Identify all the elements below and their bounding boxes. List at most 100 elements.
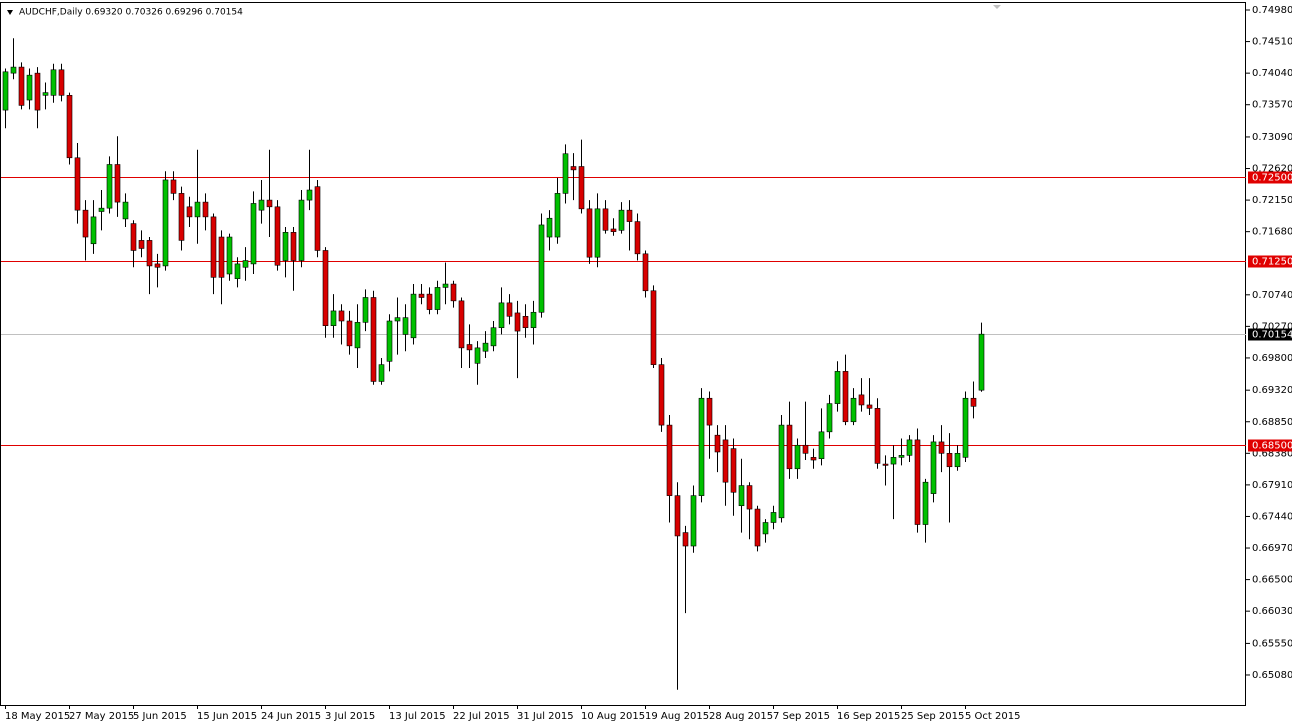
candle-body — [162, 179, 169, 267]
candle-body — [170, 179, 177, 194]
candle-body — [98, 207, 105, 212]
x-tick-label: 10 Aug 2015 — [581, 711, 645, 722]
candle-body — [778, 424, 785, 519]
candle-body — [122, 201, 129, 220]
y-tick-label: 0.69320 — [1252, 385, 1292, 396]
candle-body — [66, 95, 73, 159]
candle-body — [642, 253, 649, 292]
candle-body — [906, 439, 913, 456]
candle-body — [338, 310, 345, 322]
price-tag-label: 0.70154 — [1252, 330, 1292, 341]
candle-body — [306, 189, 313, 201]
candle-body — [194, 201, 201, 218]
candle-body — [810, 457, 817, 461]
candle-body — [538, 224, 545, 313]
candle-body — [626, 209, 633, 222]
candle-body — [330, 310, 337, 326]
candle-body — [378, 364, 385, 382]
menu-arrow — [7, 10, 13, 15]
candle-body — [922, 481, 929, 525]
candle-body — [114, 164, 121, 203]
candle-body — [458, 300, 465, 349]
y-tick-label: 0.71680 — [1252, 227, 1292, 238]
candle-body — [578, 166, 585, 210]
candle-body — [770, 512, 777, 523]
candle-body — [154, 263, 161, 268]
y-tick-label: 0.67440 — [1252, 511, 1292, 522]
candle-body — [442, 283, 449, 288]
candle-body — [34, 72, 41, 111]
candle-body — [130, 223, 137, 251]
x-tick-label: 5 Oct 2015 — [965, 711, 1020, 722]
candle-body — [602, 208, 609, 231]
candle-body — [874, 408, 881, 464]
candle-body — [722, 439, 729, 483]
y-tick-label: 0.72620 — [1252, 164, 1292, 175]
x-tick-label: 5 Jun 2015 — [133, 711, 187, 722]
candle-body — [970, 397, 977, 407]
y-tick-label: 0.73570 — [1252, 100, 1292, 111]
candle-body — [266, 199, 273, 208]
y-tick-label: 0.66500 — [1252, 575, 1292, 586]
x-tick-label: 22 Jul 2015 — [453, 711, 510, 722]
candle-body — [234, 263, 241, 279]
price-tag-label: 0.72500 — [1252, 173, 1292, 184]
candle-body — [426, 293, 433, 310]
candle-body — [474, 347, 481, 364]
y-tick-label: 0.68850 — [1252, 417, 1292, 428]
candle-body — [530, 311, 537, 329]
candle-body — [658, 364, 665, 426]
candle-body — [10, 66, 17, 74]
candle-body — [650, 290, 657, 365]
x-tick-label: 15 Jun 2015 — [197, 711, 257, 722]
candle-body — [370, 297, 377, 382]
candle-body — [210, 216, 217, 278]
candle-body — [274, 206, 281, 266]
candle-body — [882, 463, 889, 466]
candle-body — [362, 297, 369, 323]
candle-body — [82, 209, 89, 238]
candle-body — [250, 203, 257, 265]
candle-body — [634, 221, 641, 255]
y-tick-label: 0.67910 — [1252, 480, 1292, 491]
candle-body — [858, 394, 865, 406]
candle-body — [298, 199, 305, 261]
candle-body — [746, 485, 753, 510]
x-tick-label: 18 May 2015 — [5, 711, 70, 722]
candle-body — [386, 320, 393, 362]
candle-body — [914, 439, 921, 525]
candle-body — [866, 404, 873, 409]
chart-title: AUDCHF,Daily 0.69320 0.70326 0.69296 0.7… — [19, 8, 243, 18]
candle-body — [938, 441, 945, 454]
x-tick-label: 13 Jul 2015 — [389, 711, 446, 722]
candle-body — [682, 532, 689, 547]
candle-body — [954, 453, 961, 468]
y-tick-label: 0.74040 — [1252, 68, 1292, 79]
candle-body — [738, 485, 745, 507]
y-tick-label: 0.66030 — [1252, 606, 1292, 617]
candle-body — [346, 320, 353, 347]
candle-body — [794, 444, 801, 470]
candle-body — [898, 455, 905, 458]
x-tick-label: 28 Aug 2015 — [709, 711, 773, 722]
y-tick-label: 0.74980 — [1252, 5, 1292, 16]
price-tag — [1248, 171, 1292, 184]
candle-body — [282, 232, 289, 261]
y-tick-label: 0.68380 — [1252, 448, 1292, 459]
price-tag — [1248, 439, 1292, 452]
y-tick-label: 0.65080 — [1252, 670, 1292, 681]
candle-body — [498, 302, 505, 329]
y-tick-label: 0.70740 — [1252, 290, 1292, 301]
x-tick-label: 16 Sep 2015 — [837, 711, 900, 722]
candle-body — [554, 193, 561, 238]
candle-body — [490, 327, 497, 347]
candle-body — [410, 293, 417, 339]
candle-body — [226, 236, 233, 275]
candle-body — [466, 344, 473, 351]
candle-body — [146, 240, 153, 267]
candle-body — [562, 153, 569, 194]
x-tick-label: 3 Jul 2015 — [325, 711, 375, 722]
candle-body — [26, 74, 33, 101]
